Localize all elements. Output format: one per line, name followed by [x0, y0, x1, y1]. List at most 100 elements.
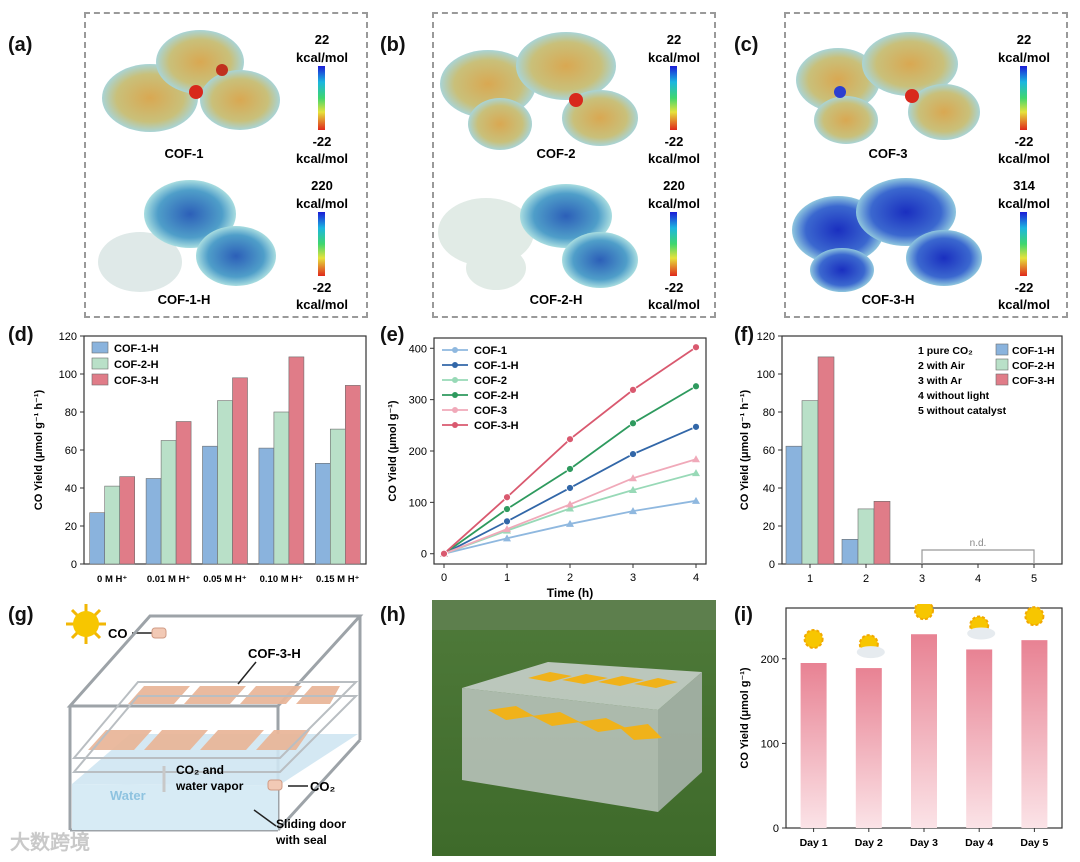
esp-maps: COF-1 COF-1-H 22 kcal/mol -22 kcal/mol 2… — [98, 30, 1050, 312]
co2-inlet — [267, 779, 283, 791]
outdoor-reactor-photo — [432, 600, 716, 856]
x-tick-label: 4 — [975, 573, 981, 585]
esp-min-b-top: -22 — [665, 134, 684, 149]
esp-unit-a-top-min: kcal/mol — [296, 151, 348, 166]
y-axis-label: CO Yield (μmol g⁻¹) — [739, 667, 751, 768]
esp-unit-c-bottom-max: kcal/mol — [998, 196, 1050, 211]
esp-molecule-cof2-h — [438, 184, 638, 290]
legend-swatch — [91, 341, 109, 354]
legend-marker — [452, 422, 458, 428]
bar-day — [911, 634, 937, 828]
y-tick-label: 20 — [763, 521, 775, 533]
y-tick-label: 100 — [761, 738, 779, 750]
x-tick-label: 3 — [630, 572, 636, 584]
esp-unit-b-bottom-min: kcal/mol — [648, 297, 700, 312]
door-arrow — [253, 809, 277, 827]
condition-label: 1 pure CO₂ — [918, 345, 973, 357]
schematic-cof-label: COF-3-H — [248, 646, 301, 661]
x-tick-label: Day 2 — [855, 837, 883, 849]
schematic-water-label: Water — [110, 788, 146, 803]
data-point — [503, 505, 511, 513]
data-point — [692, 469, 700, 477]
data-point — [629, 486, 637, 494]
esp-molecule-cof3 — [796, 32, 980, 144]
bar-cof-2-h — [801, 400, 819, 565]
y-tick-label: 100 — [59, 369, 77, 381]
bar-cof-1-h — [89, 512, 106, 565]
esp-min-c-bottom: -22 — [1015, 280, 1034, 295]
bar-cof-1-h — [202, 445, 218, 565]
data-point — [503, 534, 511, 542]
data-point — [566, 465, 574, 473]
bar-cof-2-h — [217, 400, 233, 565]
y-tick-label: 0 — [769, 559, 775, 571]
esp-name-cof1-h: COF-1-H — [158, 292, 211, 307]
y-tick-label: 200 — [409, 446, 427, 458]
esp-name-cof2: COF-2 — [537, 146, 576, 161]
esp-molecule-cof1-h — [98, 180, 276, 292]
esp-name-cof1: COF-1 — [165, 146, 204, 161]
legend-label: COF-3-H — [474, 420, 519, 432]
esp-unit-c-top-max: kcal/mol — [998, 50, 1050, 65]
x-tick-label: 0.15 M H⁺ — [316, 574, 360, 585]
bar-cof-3-h — [232, 377, 248, 565]
legend-marker — [452, 347, 458, 353]
panel-label-i: (i) — [734, 604, 753, 626]
panel-label-f: (f) — [734, 324, 754, 346]
esp-min-a-top: -22 — [313, 134, 332, 149]
bar-cof-2-h — [104, 485, 120, 565]
data-point — [692, 422, 700, 431]
x-tick-label: Day 4 — [965, 837, 993, 849]
y-tick-label: 400 — [409, 343, 427, 355]
x-tick-label: 1 — [504, 572, 510, 584]
data-point — [503, 493, 511, 502]
esp-max-c-bottom: 314 — [1013, 178, 1035, 193]
tray-outline — [71, 681, 359, 773]
bar-day — [855, 668, 882, 828]
esp-max-c-top: 22 — [1017, 32, 1031, 47]
legend-label: COF-1-H — [1012, 345, 1055, 357]
y-tick-label: 40 — [763, 483, 775, 495]
chart-i: 0 100 200 CO Yield (μmol g⁻¹) Day 1 Day 2 Day … — [739, 604, 1063, 849]
data-point — [629, 507, 637, 515]
legend-label: COF-2-H — [474, 390, 519, 402]
esp-unit-a-bottom-max: kcal/mol — [296, 196, 348, 211]
data-point — [692, 496, 700, 504]
catalyst-plates — [488, 672, 678, 740]
x-tick-label: 0 — [441, 572, 447, 584]
panel-label-g: (g) — [8, 604, 34, 626]
x-tick-label: 2 — [863, 573, 869, 585]
esp-unit-b-top-min: kcal/mol — [648, 151, 700, 166]
colorbar-b-bottom — [670, 212, 677, 276]
esp-unit-c-top-min: kcal/mol — [998, 151, 1050, 166]
panel-label-d: (d) — [8, 324, 34, 346]
y-axis-label: CO Yield (μmol g⁻¹) — [387, 400, 399, 501]
schematic-co2-in: CO₂ — [310, 779, 336, 794]
legend-label: COF-3-H — [1012, 375, 1055, 387]
schematic-door-2: with seal — [275, 833, 327, 847]
legend-label: COF-1-H — [474, 360, 519, 372]
esp-name-cof3: COF-3 — [869, 146, 908, 161]
colorbar-a-bottom — [318, 212, 325, 276]
data-point — [566, 500, 574, 508]
water-front — [72, 784, 278, 830]
legend-swatch — [995, 373, 1009, 386]
panel-label-a: (a) — [8, 34, 33, 56]
bar-cof-3-h — [873, 501, 891, 565]
data-point — [629, 385, 637, 394]
cloud-icon — [856, 646, 885, 659]
data-point — [503, 517, 511, 526]
y-tick-label: 80 — [65, 407, 77, 419]
nd-annotation: n.d. — [970, 538, 987, 549]
colorbar-c-bottom — [1020, 212, 1027, 276]
legend-marker — [452, 377, 458, 383]
legend-marker — [452, 362, 458, 368]
legend-label: COF-2-H — [1012, 360, 1055, 372]
cloud-icon — [967, 627, 996, 640]
legend-marker — [452, 407, 458, 413]
sun-icon — [914, 604, 934, 621]
bar-cof-2-h — [160, 440, 177, 565]
bar-cof-1-h — [258, 447, 275, 565]
data-point — [566, 504, 574, 512]
esp-molecule-cof2 — [440, 32, 638, 150]
